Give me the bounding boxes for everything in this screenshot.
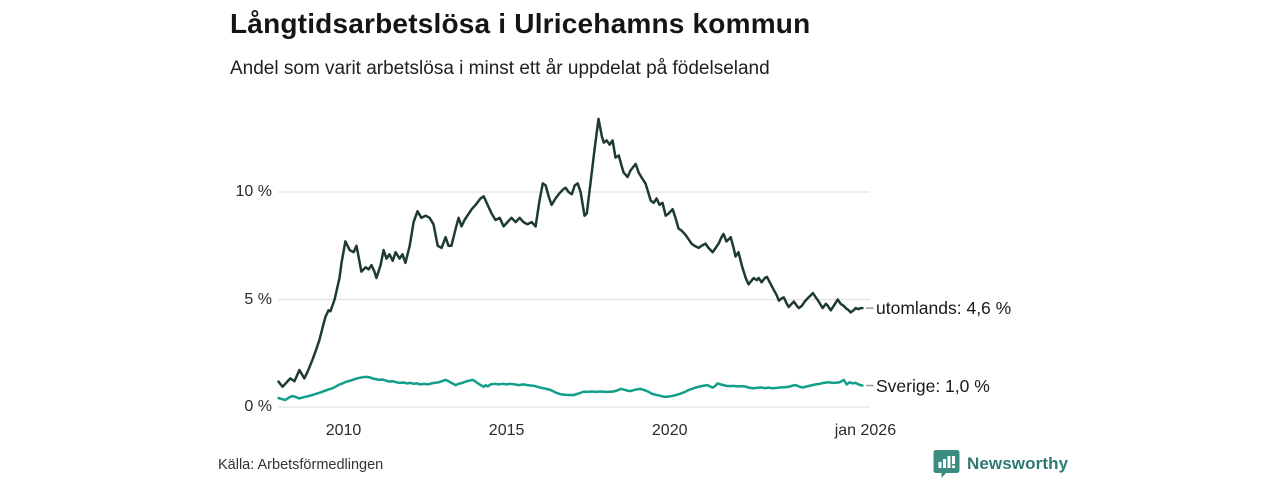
x-tick-2015: 2015 (488, 422, 525, 439)
x-tick-2026: jan 2026 (834, 422, 897, 439)
series-line-utomlands (277, 117, 864, 389)
x-tick-2020: 2020 (651, 422, 688, 439)
page-title: Långtidsarbetslösa i Ulricehamns kommun (230, 8, 811, 39)
source-note: Källa: Arbetsförmedlingen (218, 457, 384, 473)
y-tick-5: 5 % (244, 290, 272, 308)
series-label-sverige: Sverige: 1,0 % (876, 375, 990, 396)
y-tick-10: 10 % (235, 183, 272, 200)
series-line-sverige (277, 375, 864, 402)
brand-name: Newsworthy (967, 454, 1069, 473)
newsworthy-logo-icon (933, 450, 960, 478)
x-tick-2010: 2010 (325, 422, 362, 439)
y-tick-0: 0 % (244, 398, 272, 415)
series-label-utomlands: utomlands: 4,6 % (876, 298, 1012, 319)
page-subtitle: Andel som varit arbetslösa i minst ett å… (230, 58, 770, 79)
brand-lockup: Newsworthy (933, 450, 1068, 478)
